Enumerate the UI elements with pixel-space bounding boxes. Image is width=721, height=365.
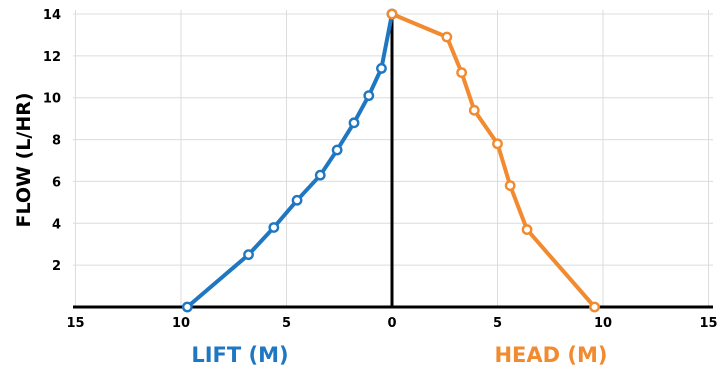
data-point-lift (376, 63, 387, 74)
series-line-lift (185, 12, 394, 309)
x-tick-label-lift: 5 (282, 316, 291, 331)
x-tick-label-head: 5 (493, 316, 502, 331)
data-point-head (386, 8, 398, 20)
x-axis-title-head: HEAD (M) (494, 343, 607, 365)
data-point-head (521, 224, 533, 235)
x-tick-label-lift: 15 (66, 316, 84, 331)
data-point-head (456, 67, 468, 79)
y-tick-label: 4 (52, 217, 61, 232)
data-point-head (492, 138, 503, 150)
series-line-head (390, 12, 597, 309)
data-point-head (468, 104, 480, 116)
y-axis-title: FLOW (L/HR) (13, 92, 35, 227)
y-tick-label: 6 (52, 175, 61, 190)
y-tick-label: 14 (43, 8, 61, 23)
y-tick-label: 10 (43, 92, 61, 107)
x-tick-label-head: 10 (594, 316, 612, 331)
series-layer (181, 8, 600, 313)
axes: 2 4 6 8 10 12 14 15 10 5 0 5 10 15 (43, 8, 718, 331)
data-point-lift (291, 194, 303, 206)
y-tick-label: 12 (43, 50, 61, 65)
x-axis-title-lift: LIFT (M) (191, 343, 288, 365)
data-point-lift (181, 301, 193, 313)
data-point-head (589, 301, 600, 313)
y-tick-label: 8 (52, 134, 61, 149)
data-point-head (441, 31, 453, 43)
data-point-lift (363, 90, 375, 102)
x-tick-label-lift: 0 (387, 316, 396, 331)
labels: FLOW (L/HR) LIFT (M) HEAD (M) (13, 92, 608, 365)
data-point-head (504, 180, 516, 192)
data-point-lift (268, 222, 280, 233)
data-point-lift (314, 169, 326, 181)
x-tick-label-lift: 10 (172, 316, 190, 331)
x-tick-label-head: 15 (699, 316, 717, 331)
data-point-lift (331, 144, 343, 156)
data-point-lift (243, 249, 254, 261)
y-tick-label: 2 (52, 259, 61, 274)
data-point-lift (348, 117, 360, 129)
